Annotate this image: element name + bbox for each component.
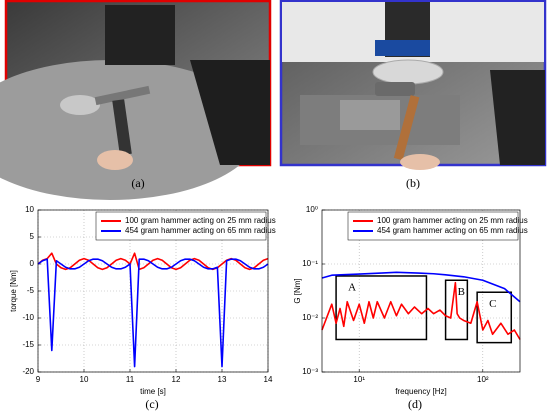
region-box [335,275,428,341]
legend-label: 100 gram hammer acting on 25 mm radius [125,216,276,225]
y-axis-label: torque [Nm] [9,270,18,312]
x-tick-label: 10² [477,375,489,384]
legend-label: 454 gram hammer acting on 65 mm radius [125,226,276,235]
axes-frame [321,209,521,373]
legend-box [95,211,267,241]
data-line [321,281,521,340]
x-tick-label: 14 [264,375,273,384]
x-tick-label: 12 [172,375,181,384]
y-tick-label: -20 [22,367,34,376]
y-tick-label: 10⁻² [302,313,318,322]
caption: (a) [131,176,144,190]
photo-b [279,0,547,170]
y-tick-label: 10⁰ [306,205,318,214]
caption: (b) [406,176,420,190]
y-axis-label: G [Nm] [293,278,302,303]
legend-label: 100 gram hammer acting on 25 mm radius [377,216,528,225]
data-line [321,271,521,303]
x-tick-label: 9 [36,375,41,384]
axes-frame [37,209,269,373]
y-tick-label: -10 [22,313,34,322]
x-axis-label: frequency [Hz] [395,387,447,396]
region-box [444,279,469,341]
x-tick-label: 10 [80,375,89,384]
y-tick-label: 10⁻¹ [302,259,318,268]
region-box [476,291,513,344]
caption: (d) [408,397,422,411]
region-label: A [348,282,356,294]
x-tick-label: 10¹ [353,375,365,384]
y-tick-label: -5 [27,286,35,295]
y-tick-label: 5 [30,232,35,241]
x-tick-label: 13 [218,375,227,384]
y-tick-label: 10 [25,205,34,214]
legend-label: 454 gram hammer acting on 65 mm radius [377,226,528,235]
x-tick-label: 11 [126,375,135,384]
region-label: C [489,298,496,310]
x-axis-label: time [s] [140,387,166,396]
y-tick-label: 10⁻³ [302,367,318,376]
photo-a [0,0,272,200]
data-line [37,258,269,368]
legend-box [347,211,519,241]
y-tick-label: -15 [22,340,34,349]
caption: (c) [145,397,158,411]
y-tick-label: 0 [30,259,35,268]
region-label: B [458,286,465,298]
